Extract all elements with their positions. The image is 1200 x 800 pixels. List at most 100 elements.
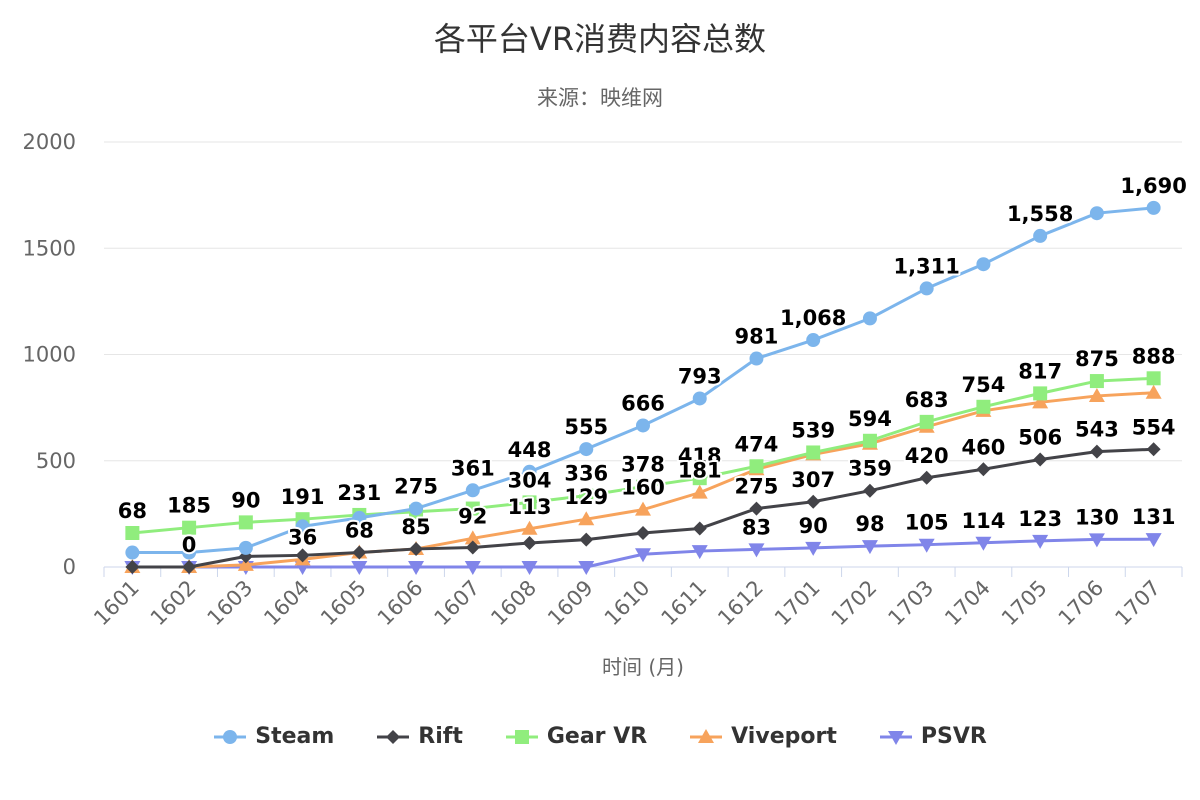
data-point-rift[interactable]	[806, 494, 821, 509]
y-tick-label: 0	[63, 555, 76, 579]
data-point-psvr[interactable]	[918, 538, 935, 553]
data-point-rift[interactable]	[749, 501, 764, 516]
data-point-psvr[interactable]	[861, 540, 878, 555]
data-point-gear-vr[interactable]	[1033, 386, 1048, 401]
data-label-gear-vr: 817	[1018, 359, 1062, 383]
data-point-gear-vr[interactable]	[238, 515, 253, 530]
data-point-gear-vr[interactable]	[636, 479, 650, 494]
data-point-psvr[interactable]	[578, 561, 595, 575]
data-point-gear-vr[interactable]	[919, 414, 934, 429]
data-point-viveport[interactable]	[1145, 384, 1162, 399]
data-label-steam: 1,690	[1120, 174, 1186, 198]
legend-item-viveport[interactable]: Viveport	[689, 724, 837, 749]
data-label-gear-vr: 474	[735, 432, 779, 456]
data-point-rift[interactable]	[919, 470, 934, 485]
data-point-rift[interactable]	[522, 535, 537, 550]
data-point-rift[interactable]	[579, 532, 594, 547]
x-tick-label: 1702	[827, 576, 882, 631]
data-label-psvr: 123	[1018, 507, 1062, 531]
data-point-viveport[interactable]	[635, 501, 651, 516]
data-point-viveport[interactable]	[1032, 394, 1049, 409]
legend-item-steam[interactable]: Steam	[213, 724, 334, 749]
data-point-viveport[interactable]	[237, 556, 254, 571]
data-point-psvr[interactable]	[521, 561, 538, 575]
data-point-gear-vr[interactable]	[125, 526, 140, 540]
data-point-gear-vr[interactable]	[579, 488, 594, 503]
data-point-steam[interactable]	[1089, 206, 1104, 221]
data-point-steam[interactable]	[636, 418, 650, 433]
data-point-rift[interactable]	[295, 548, 310, 563]
data-point-psvr[interactable]	[1088, 533, 1105, 548]
data-point-steam[interactable]	[409, 501, 424, 516]
data-label-psvr: 83	[742, 515, 771, 539]
data-point-steam[interactable]	[862, 311, 877, 326]
x-tick-label: 1601	[89, 576, 144, 631]
data-point-psvr[interactable]	[1145, 533, 1162, 548]
data-label-steam: 1,311	[893, 254, 959, 278]
data-point-psvr[interactable]	[635, 548, 651, 563]
data-point-psvr[interactable]	[351, 561, 368, 575]
x-tick-label: 1603	[203, 576, 258, 631]
data-point-steam[interactable]	[1033, 228, 1048, 243]
data-point-viveport[interactable]	[521, 520, 538, 535]
data-point-rift[interactable]	[636, 526, 650, 540]
data-point-gear-vr[interactable]	[1146, 371, 1161, 386]
data-point-steam[interactable]	[125, 545, 140, 560]
data-point-rift[interactable]	[976, 462, 991, 477]
data-point-gear-vr[interactable]	[182, 520, 197, 535]
data-label-steam: 448	[508, 438, 552, 462]
data-point-viveport[interactable]	[578, 511, 595, 526]
data-point-viveport[interactable]	[1088, 387, 1105, 402]
data-point-steam[interactable]	[238, 540, 253, 555]
data-point-rift[interactable]	[409, 541, 424, 556]
data-point-steam[interactable]	[182, 545, 197, 560]
data-point-steam[interactable]	[976, 257, 991, 272]
data-point-steam[interactable]	[465, 483, 480, 498]
data-point-gear-vr[interactable]	[465, 501, 480, 516]
data-point-steam[interactable]	[295, 519, 310, 534]
legend-item-rift[interactable]: Rift	[376, 724, 463, 749]
data-point-steam[interactable]	[692, 391, 707, 406]
data-label-psvr: 98	[855, 512, 884, 536]
data-point-gear-vr[interactable]	[862, 433, 877, 448]
data-point-gear-vr[interactable]	[1089, 374, 1104, 389]
data-point-psvr[interactable]	[408, 561, 425, 575]
data-point-steam[interactable]	[919, 281, 934, 296]
data-point-viveport[interactable]	[691, 484, 708, 499]
data-point-rift[interactable]	[125, 560, 140, 574]
legend-item-psvr[interactable]: PSVR	[879, 724, 987, 749]
data-label-rift: 307	[791, 468, 835, 492]
data-label-viveport: 181	[678, 459, 722, 483]
data-point-gear-vr[interactable]	[976, 399, 991, 414]
legend-item-gear-vr[interactable]: Gear VR	[505, 724, 647, 749]
data-point-rift[interactable]	[182, 560, 197, 574]
data-point-rift[interactable]	[862, 483, 877, 498]
data-point-rift[interactable]	[1033, 452, 1048, 467]
data-point-steam[interactable]	[352, 510, 367, 525]
data-point-steam[interactable]	[579, 442, 594, 457]
data-point-rift[interactable]	[1089, 444, 1104, 459]
data-point-gear-vr[interactable]	[749, 459, 764, 474]
data-point-rift[interactable]	[1146, 442, 1161, 457]
data-point-rift[interactable]	[352, 545, 367, 560]
data-point-psvr[interactable]	[748, 543, 765, 558]
data-label-gear-vr: 539	[791, 418, 835, 442]
data-point-steam[interactable]	[749, 351, 764, 366]
data-point-psvr[interactable]	[805, 541, 822, 556]
data-point-steam[interactable]	[1146, 200, 1161, 215]
data-point-gear-vr[interactable]	[692, 471, 707, 486]
legend-symbol-gear-vr	[505, 729, 538, 744]
data-point-gear-vr[interactable]	[522, 495, 537, 510]
data-point-psvr[interactable]	[975, 536, 992, 551]
data-point-psvr[interactable]	[1032, 534, 1049, 549]
data-point-psvr[interactable]	[464, 561, 481, 575]
data-point-rift[interactable]	[465, 540, 480, 555]
x-tick-label: 1611	[657, 576, 712, 631]
data-point-viveport[interactable]	[464, 530, 481, 545]
data-point-psvr[interactable]	[691, 545, 708, 560]
data-point-steam[interactable]	[522, 464, 537, 479]
data-point-rift[interactable]	[692, 521, 707, 536]
data-label-gear-vr: 683	[905, 388, 949, 412]
data-point-gear-vr[interactable]	[806, 445, 821, 460]
data-point-steam[interactable]	[806, 333, 821, 348]
